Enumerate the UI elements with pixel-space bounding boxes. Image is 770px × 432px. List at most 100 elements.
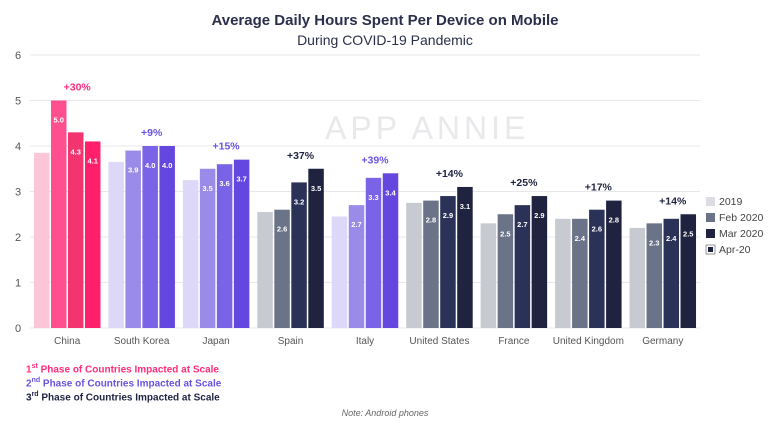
phase-2-ord: 2	[26, 378, 32, 390]
legend-swatch	[706, 213, 715, 222]
bar	[84, 141, 101, 328]
x-tick-label: Spain	[278, 336, 304, 347]
change-annotation: +25%	[510, 177, 538, 189]
bar	[291, 182, 307, 328]
x-tick-label: United States	[409, 336, 469, 347]
data-label: 2.6	[592, 225, 602, 234]
data-label: 4.3	[71, 147, 81, 156]
bar	[423, 200, 439, 328]
legend-label: Mar 2020	[719, 228, 764, 240]
data-label: 4.0	[145, 161, 155, 170]
data-label: 2.8	[426, 216, 436, 225]
legend-swatch	[706, 197, 715, 206]
y-tick-label: 2	[15, 232, 21, 244]
bar	[629, 227, 646, 328]
x-tick-label: Japan	[202, 336, 229, 347]
data-label: 3.3	[368, 193, 378, 202]
data-label: 3.1	[460, 202, 470, 211]
bar	[680, 214, 697, 328]
data-label: 3.7	[236, 175, 246, 184]
bar	[365, 177, 382, 328]
change-annotation: +14%	[436, 168, 464, 180]
change-annotation: +14%	[659, 195, 687, 207]
bar	[440, 196, 456, 328]
data-label: 2.3	[649, 238, 659, 247]
legend-swatch-inner	[708, 247, 713, 252]
data-label: 2.5	[500, 229, 510, 238]
bar	[199, 168, 216, 328]
legend-label: Feb 2020	[719, 212, 764, 224]
data-label: 2.8	[609, 216, 619, 225]
chart-subtitle: During COVID-19 Pandemic	[297, 32, 473, 48]
data-label: 4.1	[88, 156, 98, 165]
data-label: 3.2	[294, 197, 304, 206]
y-tick-label: 3	[15, 187, 21, 199]
bar	[497, 214, 514, 328]
x-tick-label: France	[498, 336, 530, 347]
bar	[663, 218, 680, 328]
phase-1-suffix: st	[31, 363, 38, 370]
bar	[274, 209, 290, 328]
bar	[457, 186, 473, 328]
phase-2-suffix: nd	[31, 377, 41, 384]
x-tick-label: South Korea	[114, 336, 170, 347]
change-annotation: +37%	[287, 150, 315, 162]
data-label: 2.4	[666, 234, 677, 243]
change-annotation: +15%	[213, 141, 241, 153]
bar	[606, 200, 622, 328]
phase-3-text: Phase of Countries Impacted at Scale	[38, 392, 220, 404]
bar	[480, 223, 497, 328]
y-tick-label: 0	[15, 323, 21, 335]
data-label: 2.7	[517, 220, 527, 229]
phase-2-text: Phase of Countries Impacted at Scale	[40, 378, 222, 390]
bar	[514, 205, 531, 328]
bar	[572, 218, 588, 328]
bar	[589, 209, 605, 328]
x-tick-label: China	[54, 336, 81, 347]
bar	[382, 173, 399, 328]
legend-swatch	[706, 229, 715, 238]
phase-3-note: 3rd Phase of Countries Impacted at Scale	[26, 391, 220, 403]
data-label: 2.4	[575, 234, 586, 243]
data-label: 2.5	[683, 229, 693, 238]
data-label: 3.9	[128, 166, 138, 175]
legend-label: 2019	[719, 196, 743, 208]
x-tick-label: Italy	[356, 336, 374, 347]
change-annotation: +30%	[64, 82, 92, 94]
x-tick-label: United Kingdom	[553, 336, 624, 347]
phase-1-ord: 1	[26, 364, 32, 376]
data-label: 2.9	[443, 211, 453, 220]
chart-title: Average Daily Hours Spent Per Device on …	[211, 12, 559, 29]
bar	[142, 146, 158, 328]
data-label: 2.6	[277, 225, 287, 234]
data-label: 3.6	[219, 179, 229, 188]
bar	[159, 146, 175, 328]
data-label: 3.4	[385, 188, 396, 197]
bar	[257, 211, 273, 328]
data-label: 2.7	[351, 220, 361, 229]
bar	[555, 218, 571, 328]
watermark: APP ANNIE	[325, 110, 530, 146]
phase-3-ord: 3	[26, 392, 32, 404]
legend-label: Apr-20	[719, 244, 751, 256]
phase-2-note: 2nd Phase of Countries Impacted at Scale	[26, 377, 221, 389]
phase-1-text: Phase of Countries Impacted at Scale	[37, 364, 219, 376]
bar	[646, 223, 663, 328]
change-annotation: +9%	[141, 127, 163, 139]
data-label: 4.0	[162, 161, 172, 170]
bar	[406, 202, 422, 328]
bar	[531, 196, 548, 328]
y-tick-label: 4	[15, 141, 21, 153]
bar	[50, 100, 67, 328]
change-annotation: +17%	[585, 182, 613, 194]
phase-3-suffix: rd	[31, 391, 39, 398]
bar	[108, 161, 124, 328]
data-label: 3.5	[202, 184, 212, 193]
y-tick-label: 6	[15, 50, 21, 62]
bar	[308, 168, 324, 328]
change-annotation: +39%	[361, 154, 389, 166]
bar	[182, 180, 199, 328]
bar	[33, 152, 50, 328]
y-tick-label: 5	[15, 96, 21, 108]
